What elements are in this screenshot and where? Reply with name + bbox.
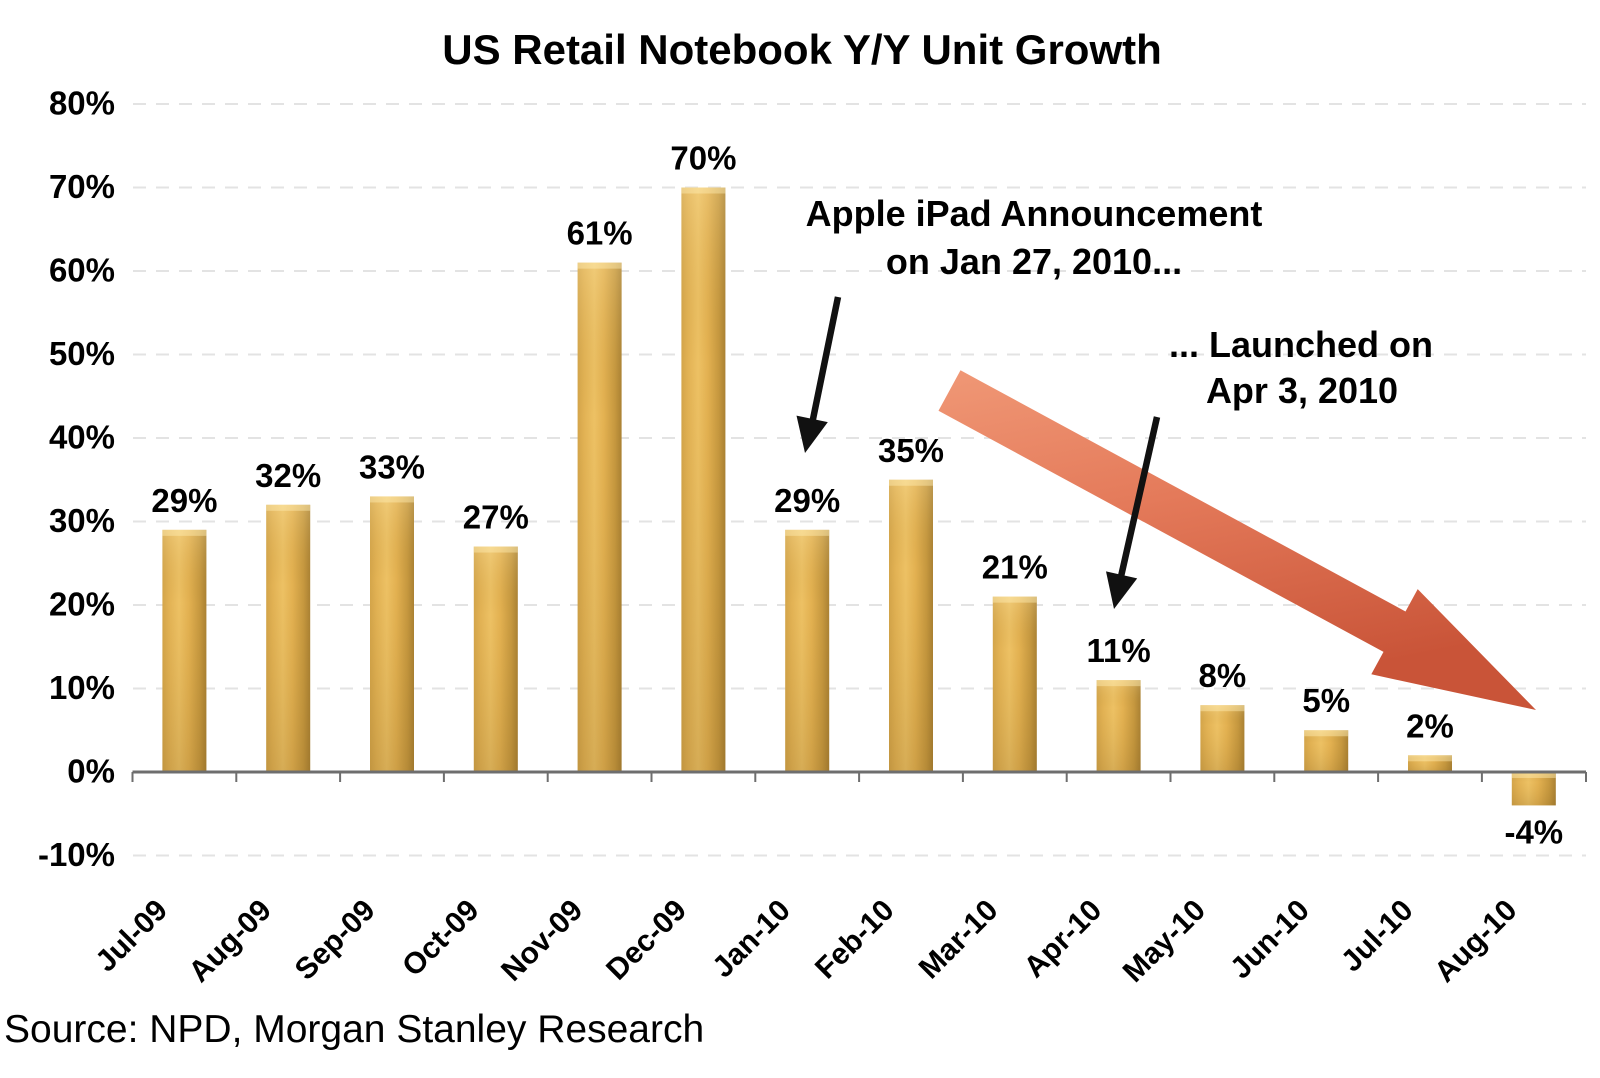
svg-text:-10%: -10% bbox=[38, 836, 115, 873]
svg-text:on Jan 27, 2010...: on Jan 27, 2010... bbox=[886, 241, 1182, 282]
svg-text:70%: 70% bbox=[670, 140, 736, 177]
svg-text:11%: 11% bbox=[1086, 632, 1150, 669]
svg-text:70%: 70% bbox=[49, 168, 115, 205]
svg-text:29%: 29% bbox=[774, 482, 840, 519]
svg-text:10%: 10% bbox=[49, 669, 115, 706]
svg-text:80%: 80% bbox=[49, 85, 115, 122]
svg-text:20%: 20% bbox=[49, 586, 115, 623]
svg-text:50%: 50% bbox=[49, 335, 115, 372]
svg-text:US Retail Notebook Y/Y Unit Gr: US Retail Notebook Y/Y Unit Growth bbox=[442, 26, 1162, 73]
svg-text:29%: 29% bbox=[151, 482, 217, 519]
svg-text:32%: 32% bbox=[255, 457, 321, 494]
svg-text:-4%: -4% bbox=[1504, 813, 1563, 850]
svg-text:5%: 5% bbox=[1302, 682, 1350, 719]
svg-text:60%: 60% bbox=[49, 252, 115, 289]
svg-text:Apr 3, 2010: Apr 3, 2010 bbox=[1206, 370, 1398, 411]
svg-text:40%: 40% bbox=[49, 419, 115, 456]
svg-text:8%: 8% bbox=[1199, 657, 1247, 694]
svg-text:33%: 33% bbox=[359, 448, 425, 485]
svg-text:21%: 21% bbox=[982, 549, 1048, 586]
svg-text:61%: 61% bbox=[567, 215, 633, 252]
svg-text:2%: 2% bbox=[1406, 707, 1454, 744]
svg-text:27%: 27% bbox=[463, 499, 529, 536]
svg-text:Apple iPad Announcement: Apple iPad Announcement bbox=[806, 193, 1263, 234]
svg-text:30%: 30% bbox=[49, 502, 115, 539]
svg-text:... Launched on: ... Launched on bbox=[1169, 324, 1433, 365]
svg-text:35%: 35% bbox=[878, 432, 944, 469]
svg-text:Source: NPD, Morgan Stanley Re: Source: NPD, Morgan Stanley Research bbox=[4, 1008, 704, 1051]
svg-text:0%: 0% bbox=[67, 753, 115, 790]
